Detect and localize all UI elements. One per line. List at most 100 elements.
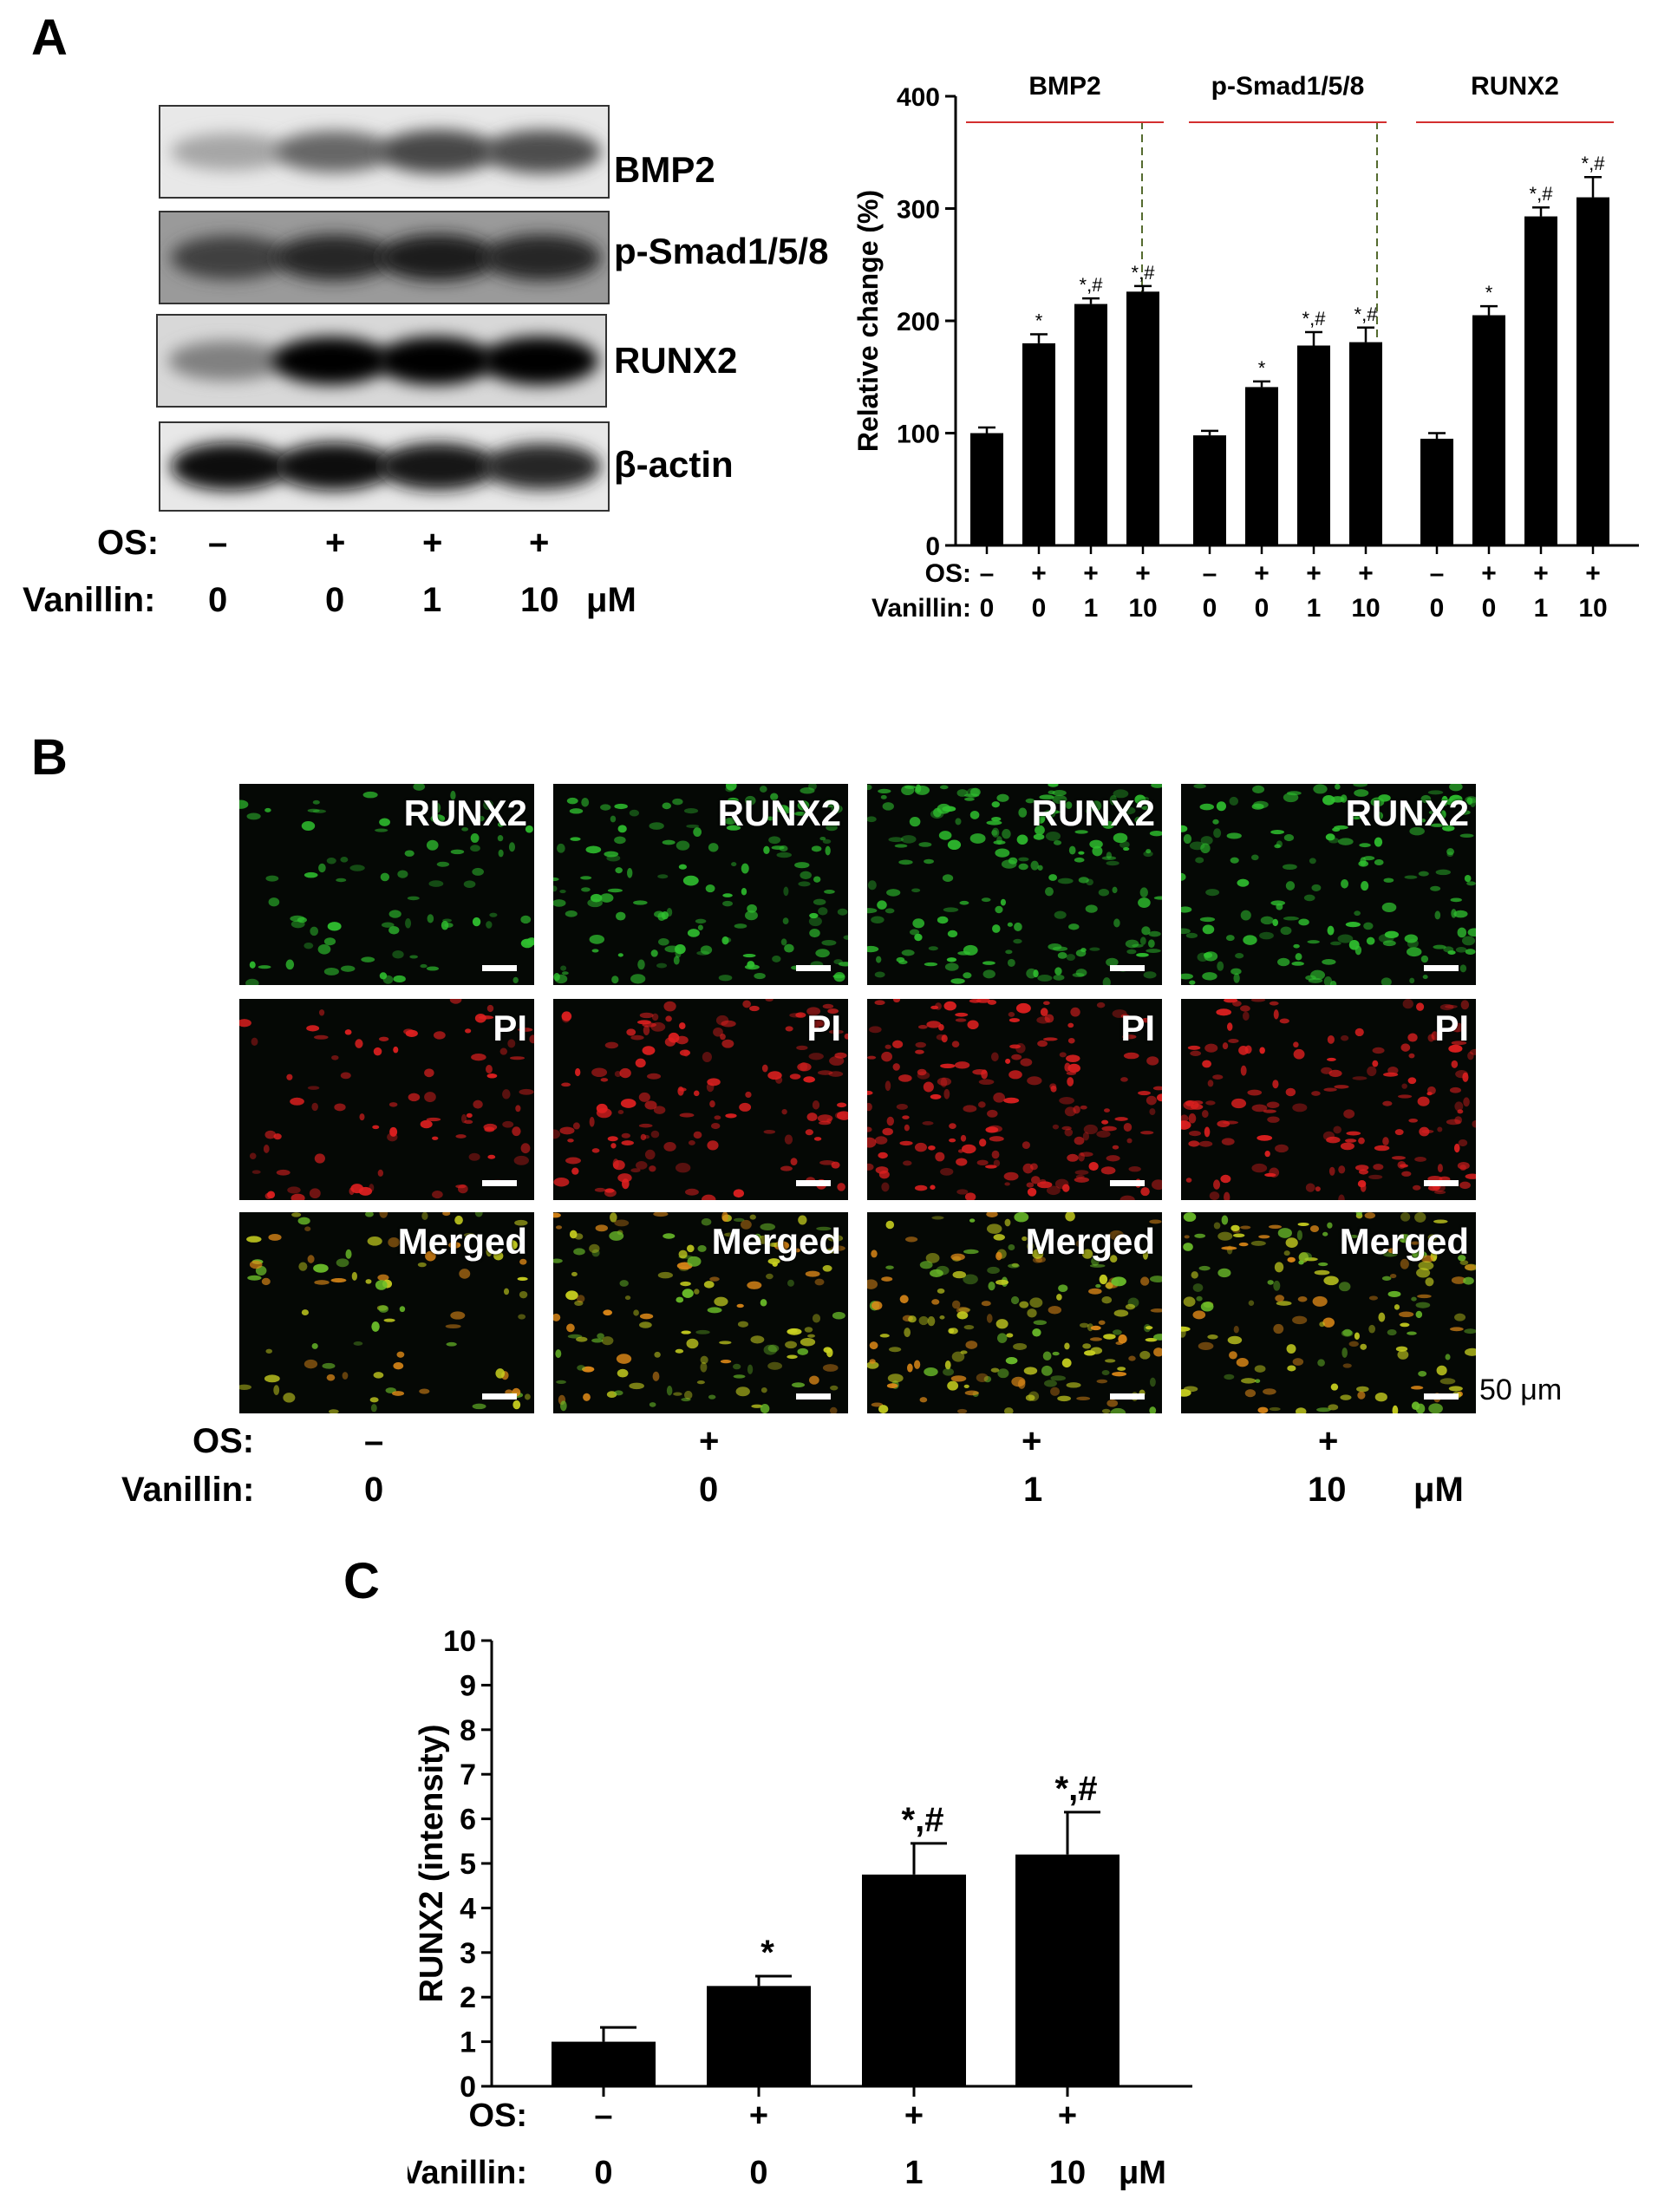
panel-label-a: A (31, 10, 68, 66)
os-label-a: OS: (97, 524, 160, 562)
os-value: + (749, 2098, 768, 2134)
blot-band (376, 336, 494, 385)
vanillin-value: 0 (1032, 594, 1047, 623)
vanillin-value-a-2: 0 (325, 581, 345, 619)
blot-band (168, 341, 286, 381)
channel-label: Merged (711, 1221, 841, 1262)
cell-texture (553, 784, 848, 984)
y-tick-label: 3 (460, 1937, 476, 1970)
blot-band (379, 442, 497, 491)
blot-bands-bmp2 (171, 129, 601, 174)
os-value: + (1058, 2098, 1077, 2134)
vanillin-value-b-1: 0 (364, 1471, 384, 1509)
vanillin-value: 0 (1430, 594, 1445, 623)
significance-label: *,# (1582, 153, 1606, 174)
blot-band (171, 133, 289, 171)
os-label: OS: (468, 2098, 527, 2134)
significance-label: * (1258, 357, 1266, 379)
blot-label-bmp2: BMP2 (614, 149, 715, 190)
channel-label: RUNX2 (403, 793, 527, 833)
micrograph-pi: PI (239, 999, 534, 1200)
cell-texture (239, 999, 534, 1200)
vanillin-label: Vanillin: (871, 594, 971, 623)
scale-bar (1424, 965, 1459, 971)
cell-texture (239, 1212, 531, 1413)
significance-label: *,# (1354, 303, 1379, 325)
y-tick-label: 5 (460, 1848, 476, 1881)
significance-label: * (1035, 310, 1043, 332)
y-tick-label: 200 (897, 308, 940, 336)
scale-bar (482, 1180, 517, 1186)
bar (1524, 216, 1557, 545)
scale-bar (1424, 1180, 1459, 1186)
channel-label: PI (493, 1008, 527, 1048)
significance-label: * (760, 1934, 774, 1972)
blot-band (483, 234, 601, 281)
vanillin-value-a-3: 1 (422, 581, 442, 619)
y-tick-label: 7 (460, 1759, 476, 1791)
cell-texture (867, 999, 1162, 1200)
bar (707, 1986, 811, 2086)
bar (1245, 387, 1278, 545)
unit-a: μM (586, 581, 636, 619)
os-label-b: OS: (193, 1422, 255, 1460)
vanillin-value-b-4: 10 (1308, 1471, 1347, 1509)
vanillin-value: 1 (1534, 594, 1549, 623)
unit-b: μM (1413, 1471, 1464, 1509)
vanillin-value: 0 (1203, 594, 1217, 623)
os-value: – (594, 2098, 612, 2134)
cell-texture (1181, 999, 1476, 1200)
y-tick-label: 400 (897, 83, 940, 112)
y-axis-label: Relative change (%) (852, 190, 884, 452)
channel-label: RUNX2 (1031, 793, 1155, 833)
micrograph-merged: Merged (1181, 1212, 1476, 1413)
os-value: + (1533, 559, 1549, 588)
y-tick-label: 8 (460, 1714, 476, 1747)
vanillin-value-a-1: 0 (208, 581, 228, 619)
y-tick-label: 1 (460, 2026, 476, 2059)
significance-label: * (1485, 282, 1493, 303)
scale-bar (482, 965, 517, 971)
group-title: p-Smad1/5/8 (1211, 72, 1365, 101)
vanillin-label: Vanillin: (408, 2155, 527, 2191)
cell-texture (553, 1212, 845, 1413)
significance-label: *,# (1530, 183, 1554, 205)
blot-band (275, 234, 393, 281)
blot-bands-psmad (171, 234, 601, 281)
vanillin-value: 1 (1084, 594, 1099, 623)
micrograph-runx2: RUNX2 (239, 784, 534, 985)
channel-label: RUNX2 (717, 793, 841, 833)
cell-texture (1181, 1212, 1476, 1413)
vanillin-value-a-4: 10 (520, 581, 559, 619)
y-tick-label: 0 (460, 2071, 476, 2104)
vanillin-value: 10 (1351, 594, 1380, 623)
blot-band (379, 129, 497, 174)
bar (1349, 342, 1382, 545)
bar (1074, 303, 1107, 545)
vanillin-value-b-3: 1 (1023, 1471, 1043, 1509)
micrograph-merged: Merged (867, 1212, 1162, 1413)
vanillin-value-b-2: 0 (699, 1471, 719, 1509)
channel-label: PI (1120, 1008, 1155, 1048)
scale-bar (796, 1180, 831, 1186)
y-tick-label: 10 (443, 1625, 476, 1658)
bar (1297, 345, 1330, 545)
os-value-b-4: + (1318, 1422, 1339, 1460)
blot-band (275, 442, 393, 491)
channel-label: Merged (1339, 1221, 1469, 1262)
vanillin-value: 10 (1128, 594, 1157, 623)
os-value-b-2: + (699, 1422, 720, 1460)
blot-band (171, 235, 289, 280)
scale-bar (482, 1393, 517, 1400)
os-value: – (1430, 559, 1445, 588)
blot-bands-bactin (171, 442, 601, 491)
vanillin-label-a: Vanillin: (23, 581, 156, 619)
os-value-a-1: – (208, 524, 228, 562)
blot-label-runx2: RUNX2 (614, 340, 738, 381)
significance-label: *,# (1055, 1770, 1098, 1808)
os-value: + (904, 2098, 924, 2134)
bar (1193, 435, 1226, 545)
blot-band (483, 443, 601, 490)
scale-bar (1110, 965, 1145, 971)
